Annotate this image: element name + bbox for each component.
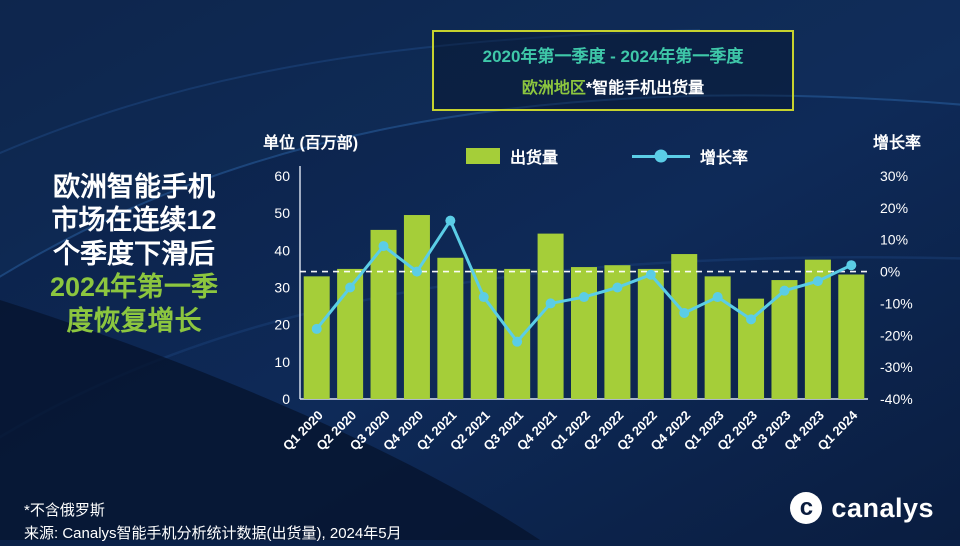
footnotes: *不含俄罗斯 来源: Canalys智能手机分析统计数据(出货量), 2024年… bbox=[24, 499, 402, 546]
footnote-source: 来源: Canalys智能手机分析统计数据(出货量), 2024年5月 bbox=[24, 525, 402, 543]
canalys-logo-icon: c bbox=[790, 492, 823, 524]
headline-line-4: 2024年第一季 bbox=[49, 272, 219, 303]
growth-legend-label: 增长率 bbox=[700, 150, 749, 167]
growth-legend-swatch bbox=[632, 149, 691, 163]
canalys-logo: c canalys bbox=[790, 492, 934, 524]
shipments-legend-swatch bbox=[466, 148, 500, 164]
footnote-exclusion: *不含俄罗斯 bbox=[24, 502, 105, 519]
shipments-legend-label: 出货量 bbox=[510, 150, 559, 167]
title-period: 2020年第一季度 - 2024年第一季度 bbox=[482, 47, 744, 66]
title-region: 欧洲地区 bbox=[521, 80, 586, 97]
growth-legend-marker-icon bbox=[654, 149, 668, 163]
headline-line-3: 个季度下滑后 bbox=[53, 238, 215, 269]
headline-line-5: 度恢复增长 bbox=[66, 305, 202, 336]
legend: 出货量 增长率 bbox=[466, 144, 748, 168]
left-axis-title: 单位 (百万部) bbox=[263, 135, 359, 152]
title-subject: 欧洲地区*智能手机出货量 bbox=[440, 74, 786, 98]
headline-line-1: 欧洲智能手机 bbox=[53, 172, 215, 202]
title-subject-rest: *智能手机出货量 bbox=[585, 80, 705, 97]
canalys-logo-text: canalys bbox=[831, 492, 934, 523]
headline: 欧洲智能手机 市场在连续12 个季度下滑后 2024年第一季 度恢复增长 bbox=[24, 171, 244, 338]
right-axis-title: 增长率 bbox=[873, 135, 922, 152]
chart-title-box: 2020年第一季度 - 2024年第一季度 欧洲地区*智能手机出货量 bbox=[432, 30, 794, 111]
headline-line-2: 市场在连续12 bbox=[51, 205, 217, 236]
